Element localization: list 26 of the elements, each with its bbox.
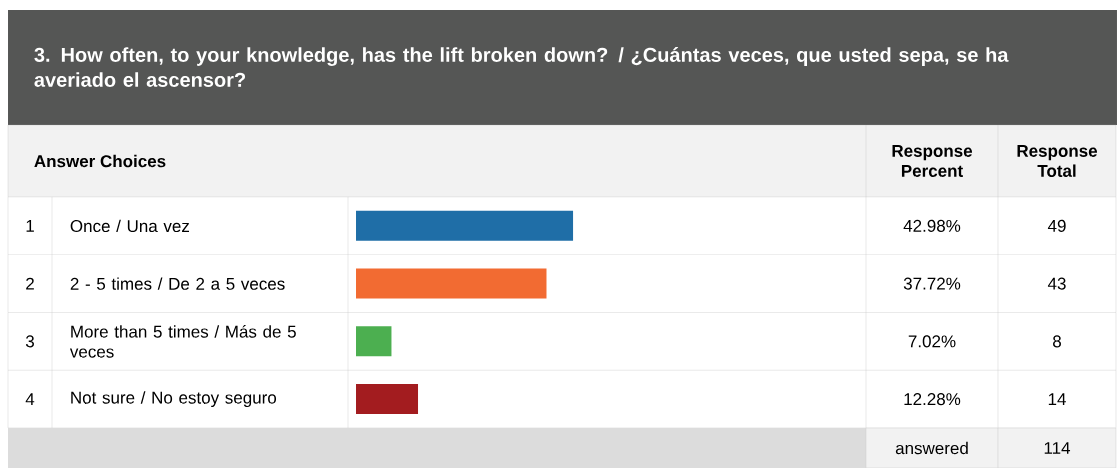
text: 43 <box>1047 277 1066 290</box>
data-label: 12.28% <box>904 393 961 406</box>
text: 4 <box>25 393 35 405</box>
text: Answer Choices <box>34 154 166 168</box>
y-tick-label: Once / Una vez <box>70 219 189 233</box>
chart-title: 3. How often, to your knowledge, has the lift broken down? / ¿Cuántas veces, que usted sepa, se ha averiado el ascensor? <box>34 47 1009 87</box>
text: Response Total <box>1017 145 1098 177</box>
text: 1 <box>26 220 34 232</box>
text: 49 <box>1047 219 1066 232</box>
text: 114 <box>1044 442 1071 454</box>
data-label: 37.72% <box>903 277 961 290</box>
bar <box>356 384 419 415</box>
text: 8 <box>1053 335 1061 348</box>
y-tick-label: 2 - 5 times / De 2 a 5 veces <box>70 277 285 290</box>
data-label: 42.98% <box>903 219 961 232</box>
text: 2 <box>26 277 34 290</box>
y-tick-label: More than 5 times / Más de 5 veces <box>69 325 296 358</box>
bar <box>356 326 392 357</box>
bar <box>356 210 574 241</box>
text: 3 <box>25 335 34 348</box>
text: 14 <box>1048 393 1066 405</box>
text: answered <box>895 441 968 455</box>
data-label: 7.02% <box>908 335 956 348</box>
bar <box>356 268 547 299</box>
y-tick-label: Not sure / No estoy seguro <box>71 391 277 408</box>
text: Response Percent <box>892 145 973 177</box>
